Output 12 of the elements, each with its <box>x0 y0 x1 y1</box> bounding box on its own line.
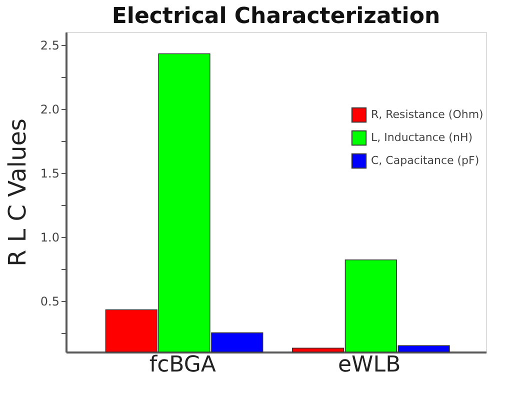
x-tick-label: fcBGA <box>149 352 216 378</box>
y-tick-label: 2.0 <box>40 102 60 116</box>
y-tick-label: 2.5 <box>40 38 60 52</box>
x-tick-label: eWLB <box>338 352 401 378</box>
y-tick-label: 0.5 <box>40 294 60 308</box>
y-tick-label: 1.5 <box>40 166 60 180</box>
legend-label: C, Capacitance (pF) <box>371 154 480 167</box>
legend-label: R, Resistance (Ohm) <box>371 108 484 121</box>
chart-title: Electrical Characterization <box>112 4 440 29</box>
y-axis-title: R L C Values <box>3 118 32 267</box>
legend-label: L, Inductance (nH) <box>371 131 473 144</box>
y-tick-label: 1.0 <box>40 230 60 244</box>
